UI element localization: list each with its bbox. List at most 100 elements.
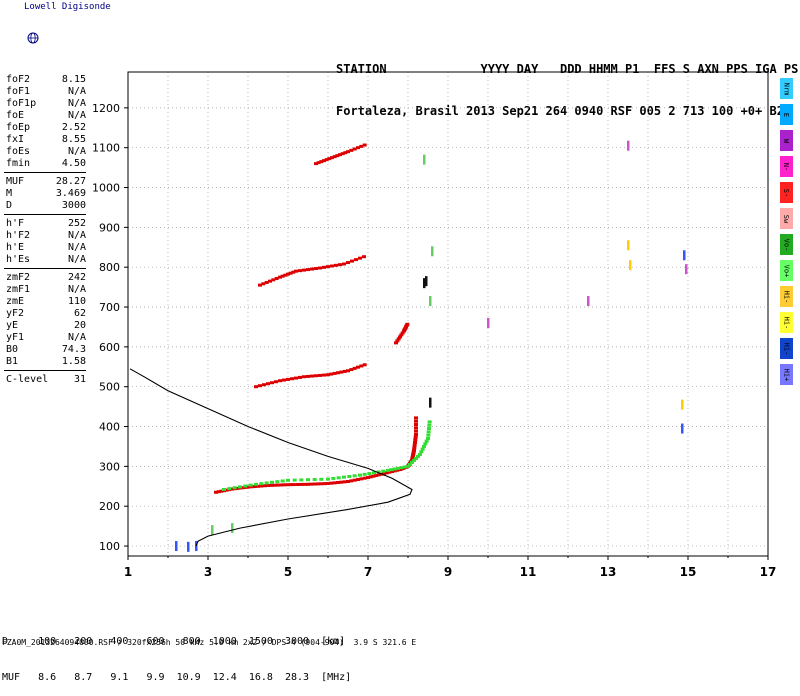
parameter-value: 20 — [73, 320, 86, 331]
echo-point — [412, 443, 417, 447]
echo-point — [314, 162, 318, 166]
echo-point — [427, 427, 431, 431]
legend-item: Hi- — [780, 312, 793, 333]
echo-point — [427, 423, 432, 427]
echo-point — [286, 478, 290, 482]
parameter-name: zmF1 — [6, 284, 31, 295]
echo-point — [350, 259, 354, 263]
echo-point — [683, 250, 686, 261]
echo-point — [286, 272, 290, 276]
echo-point — [414, 433, 418, 437]
y-tick-label: 500 — [99, 381, 120, 394]
echo-point — [342, 262, 346, 266]
legend-item: Hi- — [780, 286, 793, 307]
echo-point — [235, 486, 240, 490]
echo-point — [187, 541, 190, 552]
echo-point — [426, 430, 431, 434]
panel-divider — [4, 172, 86, 173]
echo-point — [276, 483, 280, 487]
echo-point — [238, 485, 242, 489]
echo-point — [356, 146, 360, 150]
echo-point — [322, 373, 326, 377]
brand-name: Lowell Digisonde — [24, 2, 111, 12]
echo-point — [367, 472, 372, 476]
echo-point — [306, 374, 310, 378]
echo-point — [426, 436, 430, 440]
parameter-value: N/A — [67, 284, 86, 295]
echo-point — [261, 282, 266, 286]
y-tick-label: 700 — [99, 301, 120, 314]
echo-point — [390, 470, 394, 474]
echo-point — [271, 278, 276, 282]
parameter-value: 28.27 — [55, 176, 86, 187]
parameter-name: M — [6, 188, 13, 199]
legend-item: S- — [780, 182, 793, 203]
echo-point — [356, 478, 360, 482]
density-profile — [129, 368, 413, 547]
parameter-value: 242 — [67, 272, 86, 283]
echo-point — [306, 268, 310, 272]
echo-point — [272, 483, 277, 487]
echo-point — [412, 448, 416, 452]
parameter-name: B0 — [6, 344, 19, 355]
parameter-name: fmin — [6, 158, 31, 169]
parameter-row: B0 74.3 — [6, 344, 86, 356]
echo-point — [414, 456, 418, 460]
parameter-row: foE N/A — [6, 110, 86, 122]
echo-point — [312, 478, 317, 482]
echo-point — [326, 265, 330, 269]
echo-point — [326, 373, 330, 377]
legend-label: E — [782, 112, 791, 117]
echo-point — [414, 423, 418, 427]
parameter-row: yF2 62 — [6, 308, 86, 320]
echo-point — [330, 264, 334, 268]
echo-point — [280, 479, 285, 483]
echo-point — [302, 482, 307, 486]
echo-point — [270, 381, 274, 385]
echo-point — [291, 270, 296, 274]
echo-point — [426, 433, 431, 437]
y-tick-label: 900 — [99, 221, 120, 234]
parameter-row: foEp 2.52 — [6, 122, 86, 134]
x-tick-label: 7 — [364, 565, 372, 579]
echo-point — [395, 339, 400, 343]
echo-point — [429, 296, 432, 307]
parameter-value: 62 — [73, 308, 86, 319]
echo-point — [347, 474, 352, 478]
parameter-row: D 3000 — [6, 200, 86, 212]
legend-label: N- — [782, 162, 791, 171]
file-metadata: FZA0M_2013264094000.RSF / 320fx256h 50 k… — [2, 638, 417, 647]
parameter-name: foF1 — [6, 86, 31, 97]
echo-point — [268, 279, 272, 283]
legend-label: Vo+ — [782, 264, 791, 277]
echo-point — [406, 464, 410, 468]
echo-point — [414, 419, 418, 423]
echo-point — [249, 485, 254, 489]
legend-item: Vo- — [780, 234, 793, 255]
legend-item: Hi+ — [780, 364, 793, 385]
profile-line — [129, 368, 413, 547]
echo-point — [214, 490, 218, 494]
echo-point — [292, 483, 297, 487]
echo-point — [340, 152, 345, 156]
y-tick-label: 200 — [99, 500, 120, 513]
echo-point — [278, 275, 282, 279]
echo-point — [306, 478, 310, 482]
echo-point — [219, 489, 224, 493]
legend-label: Hi- — [782, 316, 791, 329]
ionogram-chart: 1 3 5 7 9 11 13 15 17100200300400500600700800900… — [92, 71, 776, 579]
y-tick-label: 1000 — [92, 182, 120, 195]
echo-point — [416, 454, 420, 458]
parameter-name: yE — [6, 320, 19, 331]
legend-item: W — [780, 130, 793, 151]
echo-point — [316, 482, 320, 486]
echo-point — [342, 480, 347, 484]
echo-point — [324, 158, 329, 162]
echo-point — [346, 369, 350, 373]
echo-point — [314, 374, 318, 378]
echo-point — [298, 375, 302, 379]
echo-point — [294, 269, 298, 273]
parameter-row: foF2 8.15 — [6, 74, 86, 86]
echo-point — [332, 155, 337, 159]
parameter-name: foEp — [6, 122, 31, 133]
